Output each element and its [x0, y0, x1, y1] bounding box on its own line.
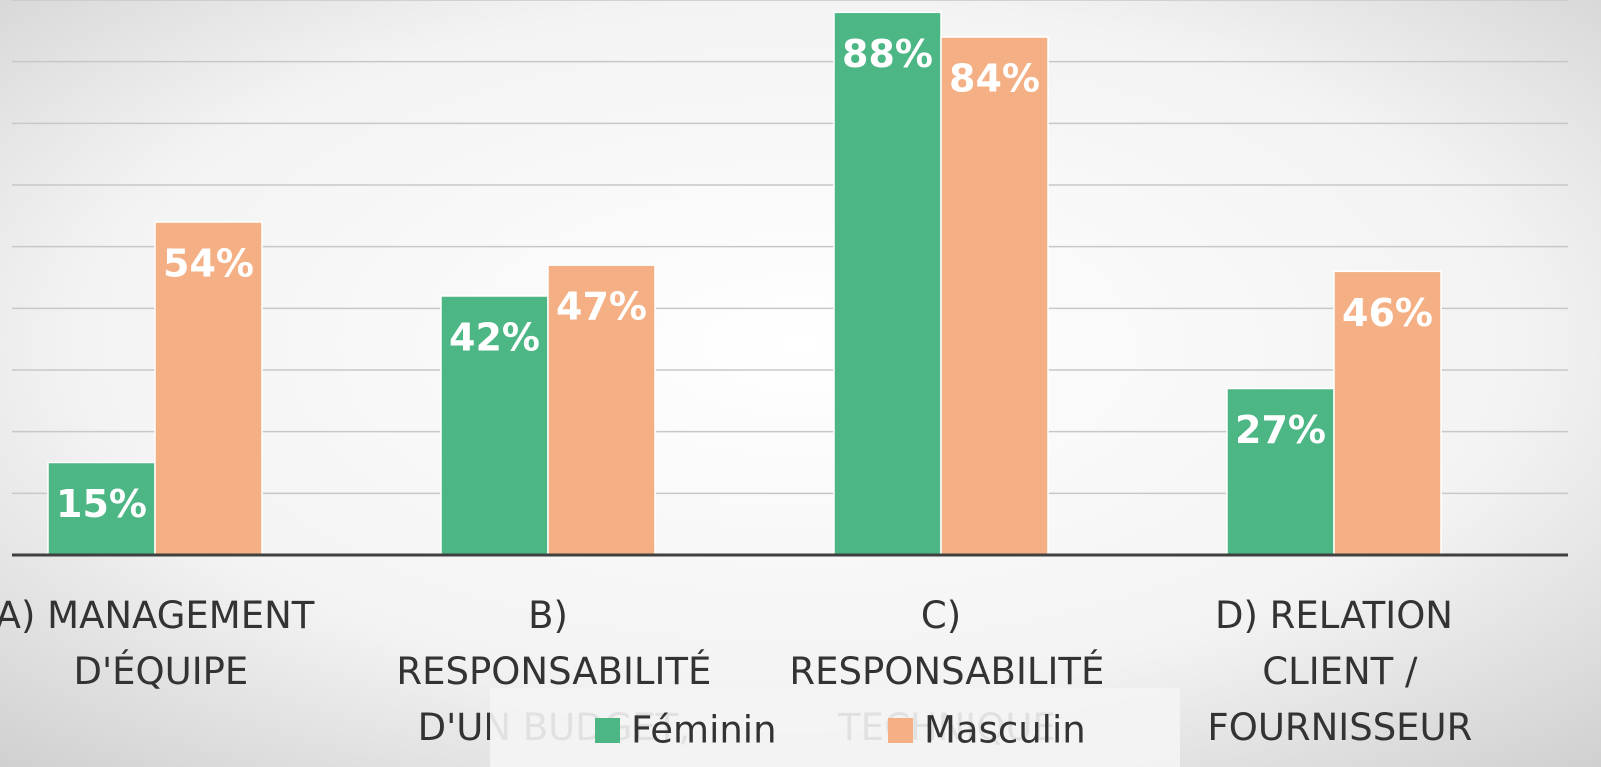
- bar: [547, 264, 656, 556]
- x-tick-label: D) RELATION CLIENT / FOURNISSEUR: [1196, 594, 1473, 749]
- bar: [833, 11, 942, 556]
- bar: [154, 221, 263, 556]
- legend-label: Féminin: [631, 709, 777, 752]
- value-label: 88%: [842, 32, 933, 76]
- value-label: 42%: [449, 316, 540, 360]
- bar: [940, 36, 1049, 556]
- bar: [47, 461, 156, 556]
- value-label: 54%: [163, 242, 254, 286]
- legend-swatch: [595, 718, 620, 743]
- value-label: 46%: [1342, 291, 1433, 335]
- value-label: 15%: [56, 482, 147, 526]
- legend-swatch: [888, 718, 913, 743]
- value-label: 27%: [1235, 408, 1326, 452]
- bar: [1226, 387, 1335, 556]
- legend-label: Masculin: [924, 709, 1086, 752]
- value-label: 84%: [949, 57, 1040, 101]
- x-tick-label: A) MANAGEMENT D'ÉQUIPE: [0, 594, 315, 693]
- value-label: 47%: [556, 285, 647, 329]
- bar: [440, 295, 549, 556]
- bar: [1333, 270, 1442, 556]
